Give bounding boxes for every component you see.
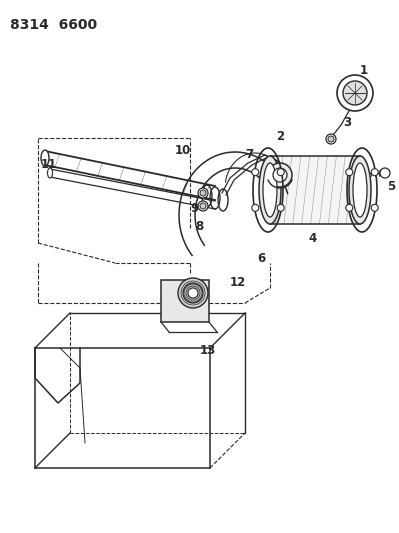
Circle shape <box>346 204 353 211</box>
Circle shape <box>200 203 206 209</box>
Circle shape <box>178 278 208 308</box>
Text: 8: 8 <box>195 221 203 233</box>
Text: 2: 2 <box>276 131 284 143</box>
Circle shape <box>371 168 378 176</box>
Ellipse shape <box>259 156 281 224</box>
Text: 11: 11 <box>41 158 57 172</box>
Circle shape <box>200 190 206 196</box>
Circle shape <box>273 168 287 182</box>
Text: 7: 7 <box>245 149 253 161</box>
Circle shape <box>337 75 373 111</box>
Circle shape <box>277 168 284 176</box>
Ellipse shape <box>263 163 277 217</box>
Text: 1: 1 <box>360 63 368 77</box>
Text: 10: 10 <box>175 143 191 157</box>
Text: 12: 12 <box>230 277 246 289</box>
Text: 13: 13 <box>200 343 216 357</box>
Circle shape <box>326 134 336 144</box>
Text: 9: 9 <box>190 201 198 214</box>
Circle shape <box>188 288 198 298</box>
Circle shape <box>198 201 208 211</box>
Circle shape <box>277 204 284 211</box>
Circle shape <box>346 168 353 176</box>
Ellipse shape <box>349 156 371 224</box>
Circle shape <box>343 81 367 105</box>
Text: 6: 6 <box>257 253 265 265</box>
Circle shape <box>183 283 203 303</box>
Circle shape <box>328 136 334 142</box>
Circle shape <box>371 204 378 211</box>
FancyBboxPatch shape <box>270 156 360 224</box>
Text: 3: 3 <box>343 117 351 130</box>
Circle shape <box>380 168 390 178</box>
Circle shape <box>268 163 292 187</box>
Ellipse shape <box>47 168 53 178</box>
Ellipse shape <box>41 150 49 166</box>
Circle shape <box>252 168 259 176</box>
Text: 5: 5 <box>387 180 395 192</box>
Text: 8314  6600: 8314 6600 <box>10 18 97 32</box>
Ellipse shape <box>353 163 367 217</box>
Circle shape <box>198 188 208 198</box>
Text: 4: 4 <box>309 232 317 246</box>
Circle shape <box>252 204 259 211</box>
FancyBboxPatch shape <box>161 280 209 322</box>
